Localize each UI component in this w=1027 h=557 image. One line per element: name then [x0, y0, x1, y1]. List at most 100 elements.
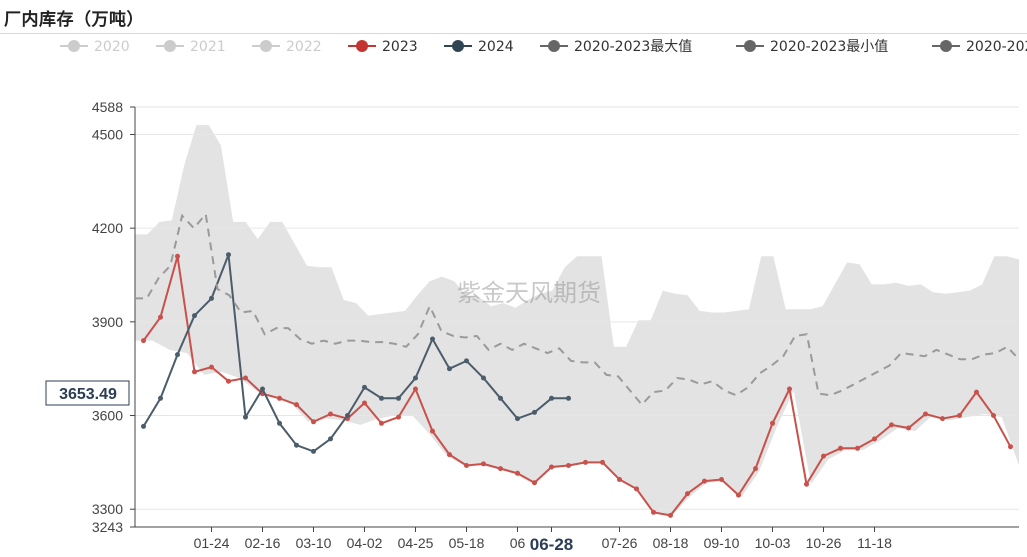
x-tick-label: 06 — [510, 535, 526, 551]
legend-label: 2022 — [286, 39, 322, 55]
legend-label: 2023 — [382, 39, 418, 55]
legend-item[interactable]: 2021 — [156, 39, 226, 55]
series-point — [957, 413, 962, 418]
series-point — [192, 369, 197, 375]
series-point — [379, 395, 384, 401]
x-tick-label: 04-02 — [347, 535, 383, 551]
series-point — [209, 364, 214, 370]
x-tick-label: 11-18 — [857, 535, 892, 551]
series-point — [464, 463, 469, 468]
series-point — [787, 386, 792, 392]
series-point — [277, 420, 282, 426]
legend-item[interactable]: 2020-2023最小值 — [736, 39, 888, 55]
grid-lines — [135, 106, 1019, 510]
series-point — [940, 416, 945, 422]
series-line — [142, 254, 569, 453]
legend-label: 2020-2023最大值 — [574, 39, 692, 55]
series-point — [549, 395, 554, 401]
series-point — [804, 481, 809, 487]
series-point — [294, 402, 299, 408]
legend-item[interactable]: 2024 — [444, 39, 514, 55]
series-point — [260, 386, 265, 392]
series-point — [311, 448, 316, 454]
series-lines — [135, 211, 1020, 518]
series-point — [447, 452, 452, 458]
series-point — [209, 295, 214, 301]
legend-item[interactable]: 2020-2023最大值 — [540, 39, 692, 55]
series-point — [243, 375, 248, 381]
legend-dot-icon — [260, 40, 272, 52]
series-point — [821, 453, 826, 459]
x-tick-label: 10-26 — [806, 535, 842, 551]
title-divider — [0, 33, 1027, 34]
series-point — [515, 470, 520, 476]
series-line-dashed — [135, 211, 1020, 407]
x-tick-label: 10-03 — [755, 535, 791, 551]
series-point — [141, 338, 146, 344]
series-point — [311, 419, 316, 425]
series-point — [141, 423, 146, 429]
series-point — [1008, 444, 1013, 450]
watermark-text: 紫金天风期货 — [457, 279, 601, 307]
y-tick-label: 4500 — [92, 126, 123, 142]
series-point — [158, 395, 163, 401]
series-point — [906, 425, 911, 431]
series-2023 — [141, 253, 1013, 518]
y-tick-label: 3900 — [92, 314, 123, 330]
series-point — [362, 400, 367, 406]
series-point — [600, 459, 605, 465]
legend-dot-icon — [68, 40, 80, 52]
series-line — [142, 256, 1012, 517]
series-2020-2023均值 — [135, 211, 1020, 407]
series-point — [158, 314, 163, 320]
crosshair-readout: 3653.49 — [45, 380, 130, 406]
series-point — [685, 491, 690, 497]
chart-legend: 2020 2021 2022 2023 2024 2020-2023最大值 2020-202… — [60, 39, 1027, 55]
series-point — [481, 375, 486, 381]
series-point — [651, 509, 656, 515]
legend-dot-icon — [164, 40, 176, 52]
legend-dot-icon — [452, 40, 464, 52]
legend-item[interactable]: 2022 — [252, 39, 322, 55]
series-point — [617, 477, 622, 482]
y-tick-label: 3600 — [92, 408, 123, 424]
legend-label: 2024 — [478, 39, 514, 55]
x-tick-label: 06-28 — [530, 535, 573, 554]
legend-label: 2020-2023均值 — [966, 39, 1027, 55]
x-axis-ticks: 01-24 02-16 03-10 04-02 04-25 05-18 06 06-28 07-… — [194, 527, 892, 554]
legend-dot-icon — [548, 40, 560, 52]
series-point — [991, 413, 996, 418]
crosshair-label: 3653.49 — [59, 386, 117, 403]
legend-item[interactable]: 2020 — [60, 39, 130, 55]
series-point — [549, 464, 554, 470]
chart-axes — [134, 107, 1019, 528]
x-tick-label: 05-18 — [449, 535, 485, 551]
series-point — [328, 436, 333, 442]
series-point — [515, 416, 520, 422]
series-point — [855, 445, 860, 451]
series-point — [770, 420, 775, 426]
legend-item[interactable]: 2023 — [348, 39, 418, 55]
series-point — [872, 436, 877, 442]
series-point — [753, 466, 758, 472]
legend-dot-icon — [744, 40, 756, 52]
x-tick-label: 09-10 — [704, 535, 740, 551]
y-tick-label: 4200 — [92, 220, 123, 236]
legend-label: 2020 — [94, 39, 130, 55]
series-point — [226, 252, 231, 258]
series-point — [226, 378, 231, 384]
legend-item[interactable]: 2020-2023均值 — [932, 39, 1027, 55]
y-tick-label: 3243 — [92, 519, 123, 535]
series-point — [175, 352, 180, 358]
series-point — [566, 395, 571, 401]
legend-label: 2021 — [190, 39, 226, 55]
series-point — [566, 463, 571, 468]
x-tick-label: 02-16 — [245, 535, 281, 551]
legend-label: 2020-2023最小值 — [770, 39, 888, 55]
series-point — [413, 375, 418, 381]
series-point — [481, 461, 486, 467]
y-tick-label: 4588 — [92, 99, 123, 115]
series-point — [328, 411, 333, 417]
